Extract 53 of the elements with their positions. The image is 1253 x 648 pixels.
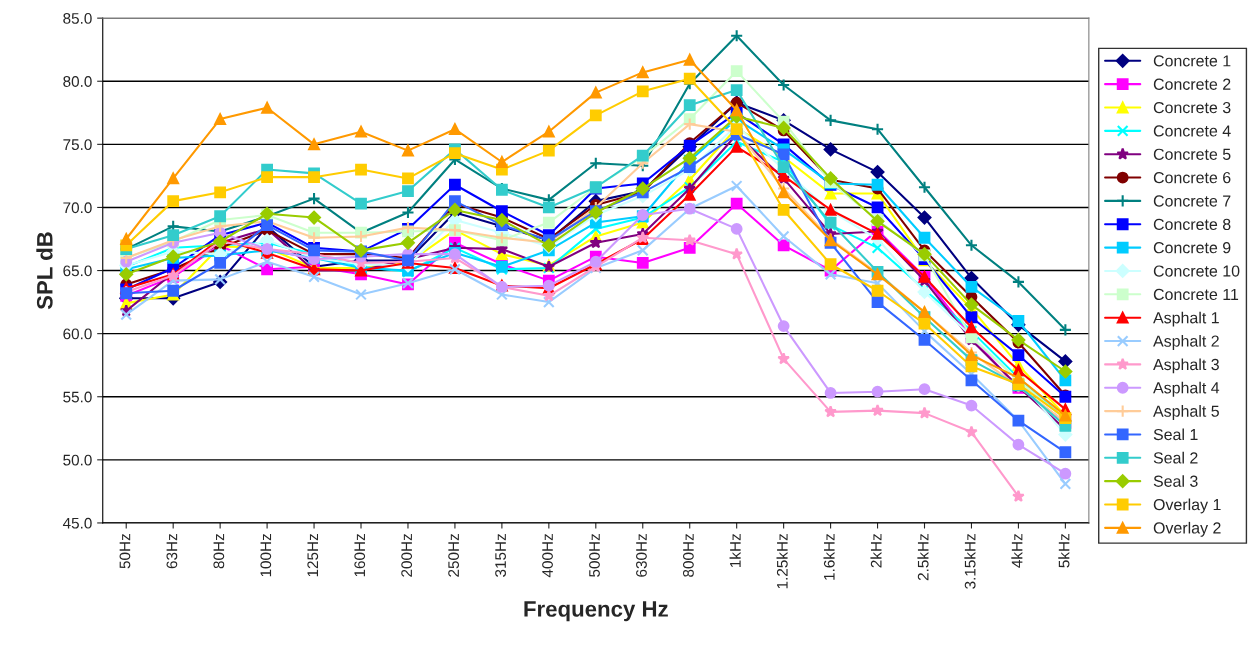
- y-tick-label: 70.0: [63, 202, 92, 214]
- legend-label: Asphalt 1: [1153, 311, 1219, 327]
- legend-label: Concrete 10: [1153, 265, 1240, 277]
- x-tick-label: 4kHz: [1011, 534, 1023, 568]
- legend-label: Concrete 11: [1153, 288, 1239, 301]
- legend-label: Concrete 6: [1153, 171, 1231, 184]
- y-tick-label: 65.0: [63, 265, 92, 277]
- x-tick-label: 2.5kHz: [917, 534, 929, 581]
- x-tick-label: 160Hz: [354, 534, 366, 577]
- legend-label: Concrete 7: [1153, 195, 1231, 207]
- x-tick-label: 800Hz: [683, 534, 694, 577]
- x-tick-label: 5kHz: [1058, 534, 1070, 568]
- x-tick-label: 200Hz: [401, 534, 413, 577]
- legend-label: Concrete 1: [1153, 55, 1231, 67]
- legend-label: Concrete 3: [1153, 101, 1231, 114]
- x-tick-label: 630Hz: [636, 534, 647, 577]
- y-tick-label: 55.0: [63, 391, 92, 403]
- x-tick-label: 63Hz: [166, 534, 178, 569]
- x-tick-label: 400Hz: [542, 534, 553, 578]
- legend-label: Asphalt 3: [1153, 358, 1219, 374]
- y-tick-label: 80.0: [63, 76, 92, 87]
- legend-label: Asphalt 2: [1153, 335, 1219, 350]
- x-axis-title: Frequency Hz: [524, 601, 668, 622]
- y-tick-label: 45.0: [62, 517, 92, 529]
- legend-label: Concrete 5: [1153, 148, 1231, 160]
- legend-label: Asphalt 5: [1153, 405, 1219, 420]
- x-tick-label: 125Hz: [307, 534, 319, 577]
- x-tick-label: 100Hz: [260, 534, 272, 577]
- y-tick-label: 60.0: [63, 328, 92, 340]
- x-tick-label: 1.25kHz: [776, 534, 788, 589]
- x-tick-label: 50Hz: [119, 534, 131, 569]
- y-axis-title: SPL dB: [36, 232, 53, 310]
- x-tick-label: 1.6kHz: [823, 534, 835, 580]
- x-tick-label: 80Hz: [213, 534, 225, 569]
- x-tick-label: 3.15kHz: [964, 534, 976, 589]
- x-tick-label: 250Hz: [448, 534, 460, 577]
- y-tick-label: 85.0: [63, 13, 92, 24]
- legend-label: Seal 2: [1153, 451, 1198, 464]
- x-tick-label: 500Hz: [589, 534, 600, 577]
- legend-label: Concrete 9: [1153, 242, 1231, 254]
- legend-label: Overlay 1: [1153, 498, 1221, 514]
- x-tick-label: 315Hz: [495, 534, 506, 577]
- legend-label: Asphalt 4: [1153, 381, 1220, 397]
- x-tick-label: 2kHz: [870, 534, 882, 568]
- x-tick-label: 1kHz: [729, 534, 741, 567]
- y-tick-label: 75.0: [63, 139, 92, 151]
- legend-label: Concrete 4: [1153, 125, 1231, 137]
- legend-label: Seal 3: [1153, 475, 1198, 487]
- legend-label: Seal 1: [1153, 428, 1198, 441]
- legend-label: Overlay 2: [1153, 521, 1221, 537]
- legend-label: Concrete 2: [1153, 78, 1231, 90]
- legend-label: Concrete 8: [1153, 218, 1231, 230]
- y-tick-label: 50.0: [63, 454, 92, 466]
